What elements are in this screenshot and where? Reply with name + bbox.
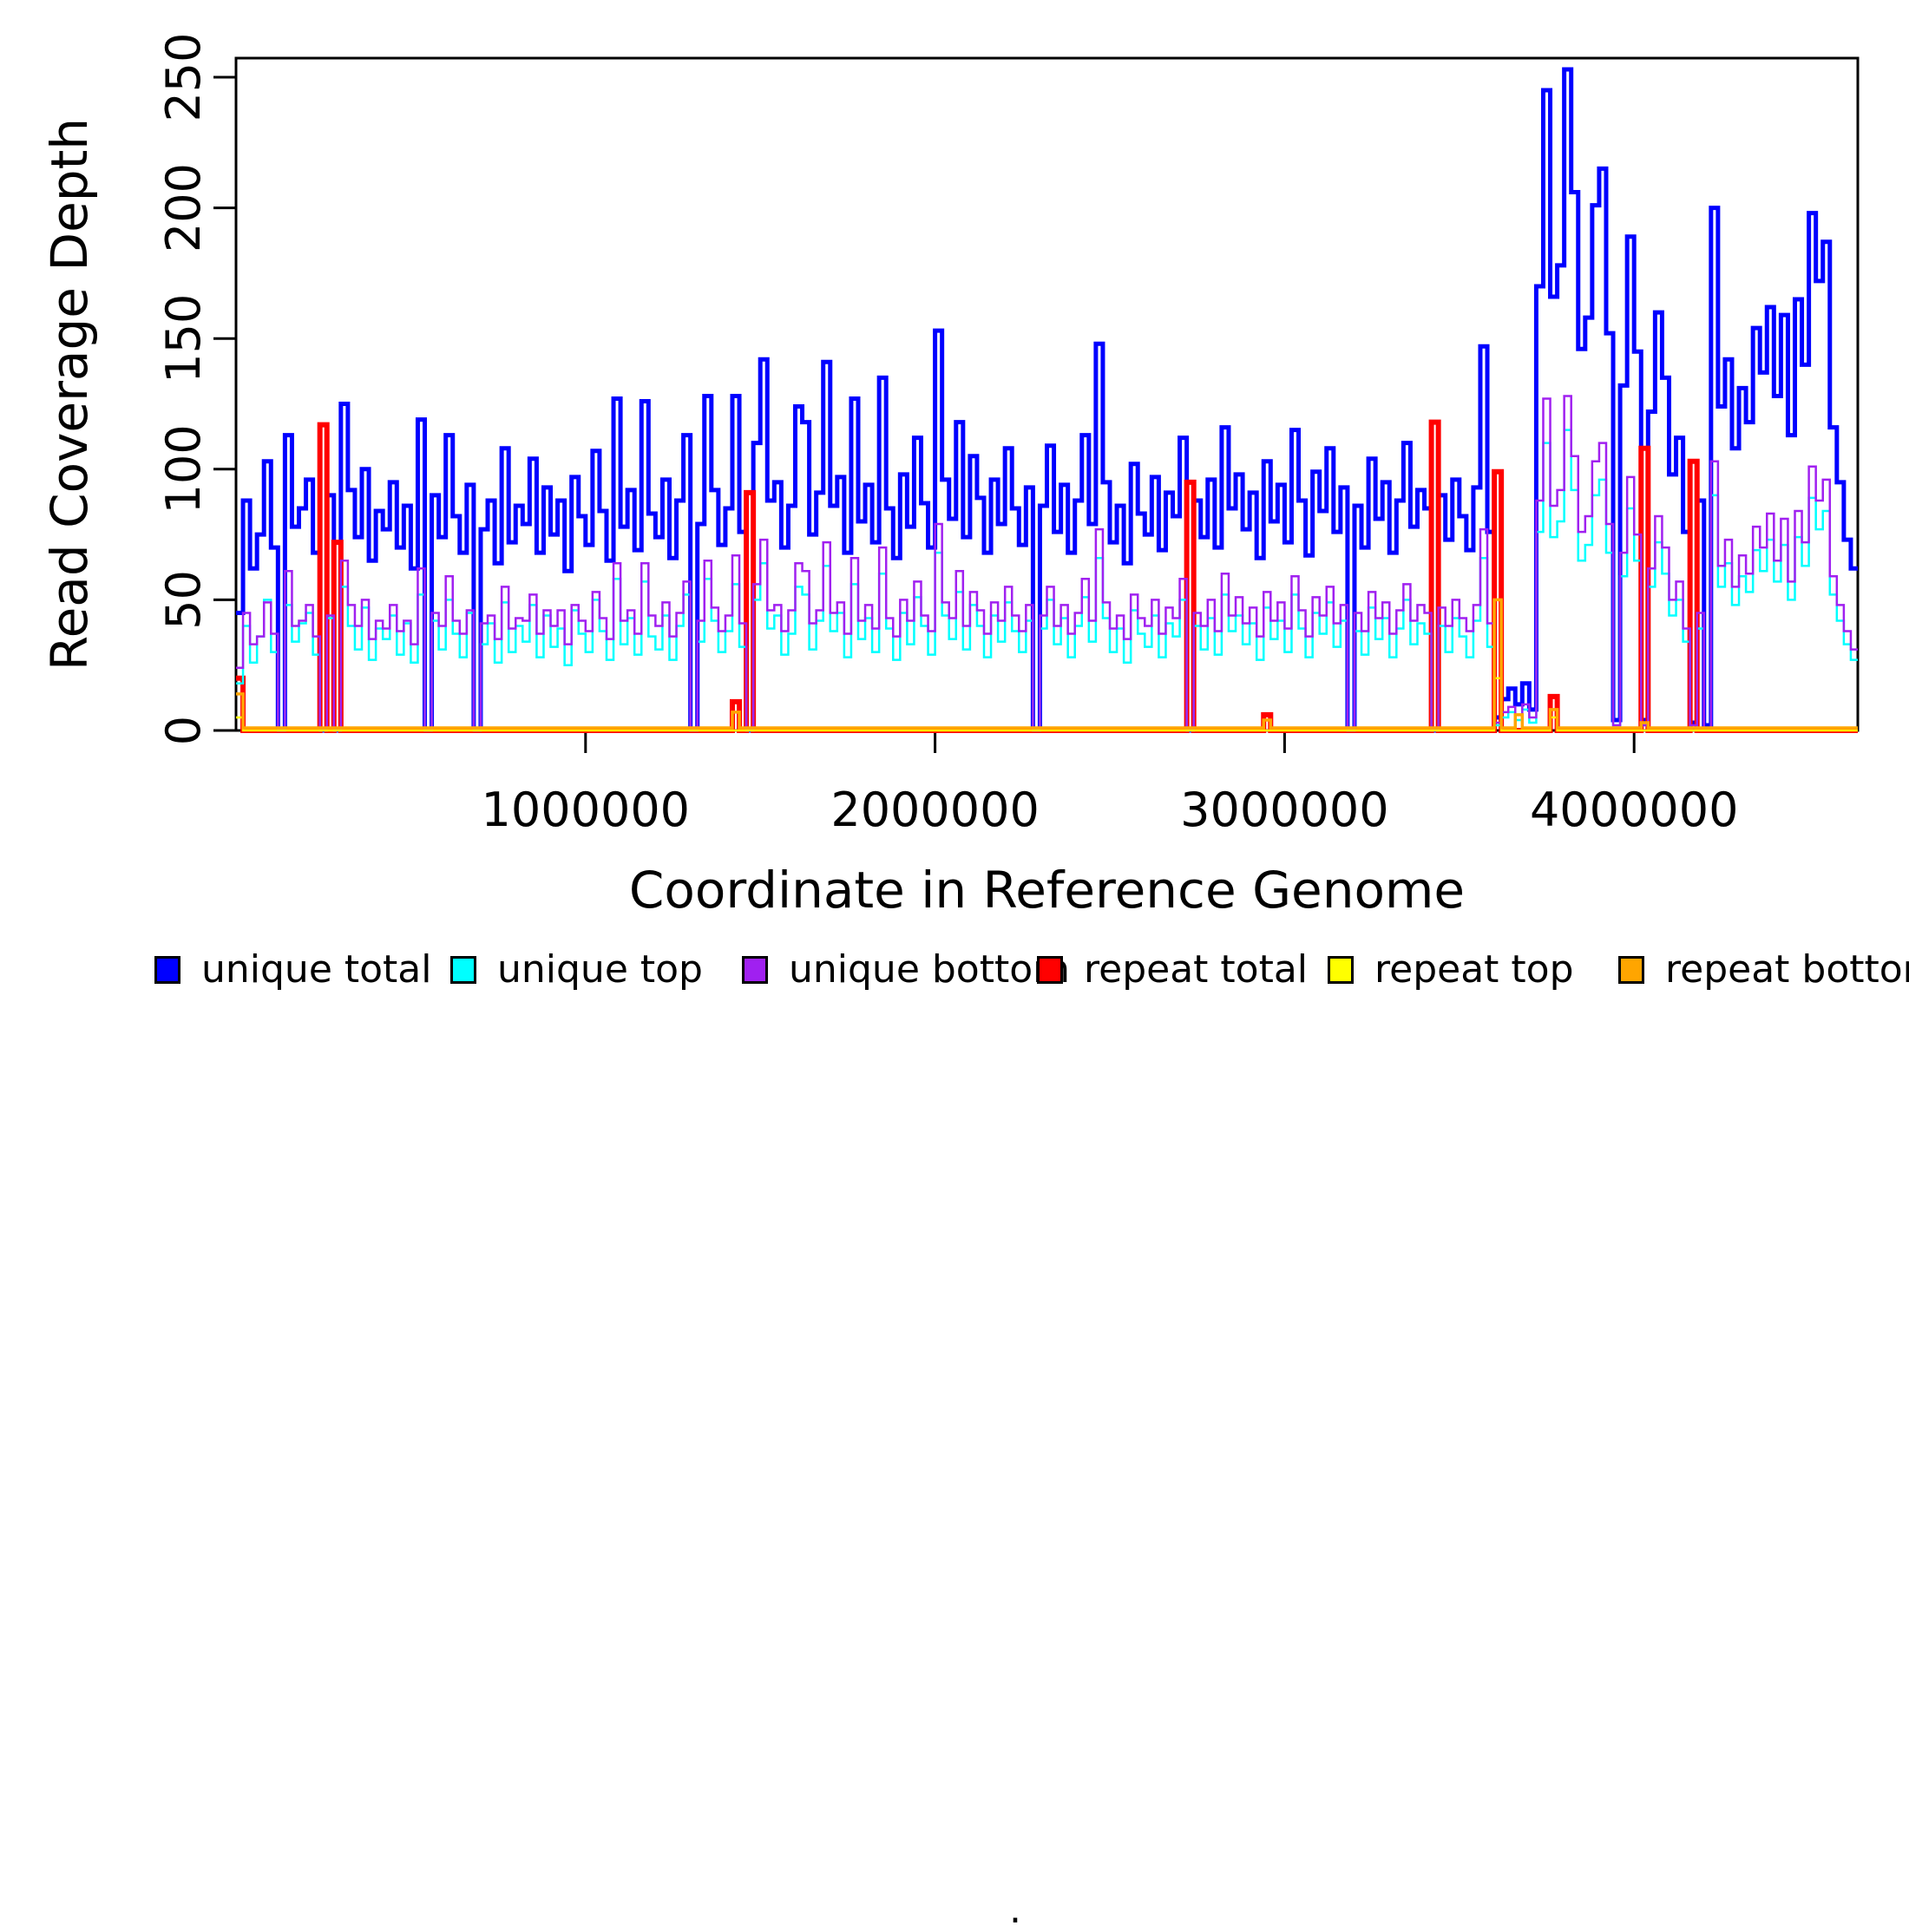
unique-total-swatch-icon	[154, 956, 180, 984]
x-tick-label: 2000000	[830, 783, 1040, 837]
legend-label: repeat top	[1374, 947, 1574, 992]
legend-item-unique-total: unique total	[154, 947, 431, 992]
series-repeat-bottom	[236, 598, 1858, 730]
legend-label: unique top	[497, 947, 703, 992]
y-tick-label: 150	[156, 294, 211, 383]
legend-label: unique bottom	[789, 947, 1071, 992]
y-tick-label: 0	[156, 716, 211, 745]
x-axis-title: Coordinate in Reference Genome	[629, 861, 1465, 920]
legend-item-unique-top: unique top	[450, 947, 703, 992]
y-tick-label: 250	[156, 32, 211, 121]
y-tick-label: 200	[156, 163, 211, 252]
series-repeat-top	[236, 677, 1858, 732]
series-unique-bottom	[236, 395, 1858, 732]
series-unique-total	[236, 67, 1858, 733]
legend-label: repeat bottom	[1665, 947, 1909, 992]
stray-dot: .	[1009, 1888, 1021, 1932]
x-tick-label: 1000000	[482, 783, 691, 837]
legend-item-repeat-bottom: repeat bottom	[1618, 947, 1909, 992]
coverage-plot: 0 50 100 150 200 250 1000000 2000000 3000000 4000…	[40, 32, 1860, 920]
legend: unique total unique top unique bottom re…	[0, 947, 1909, 1932]
legend-item-unique-bottom: unique bottom	[742, 947, 1070, 992]
repeat-top-swatch-icon	[1328, 956, 1354, 984]
x-tick-label: 3000000	[1180, 783, 1389, 837]
repeat-total-swatch-icon	[1037, 956, 1063, 984]
legend-label: repeat total	[1084, 947, 1309, 992]
legend-item-repeat-top: repeat top	[1328, 947, 1574, 992]
legend-label: unique total	[201, 947, 432, 992]
legend-item-repeat-total: repeat total	[1037, 947, 1308, 992]
repeat-bottom-swatch-icon	[1618, 956, 1644, 984]
x-tick-label: 4000000	[1530, 783, 1739, 837]
coverage-figure: { "axes": { "x": { "label": "Coordinate …	[0, 32, 1909, 1932]
y-axis-title: Read Coverage Depth	[40, 118, 99, 671]
unique-bottom-swatch-icon	[742, 956, 768, 984]
y-tick-label: 50	[156, 570, 211, 630]
unique-top-swatch-icon	[450, 956, 476, 984]
y-tick-label: 100	[156, 424, 211, 514]
